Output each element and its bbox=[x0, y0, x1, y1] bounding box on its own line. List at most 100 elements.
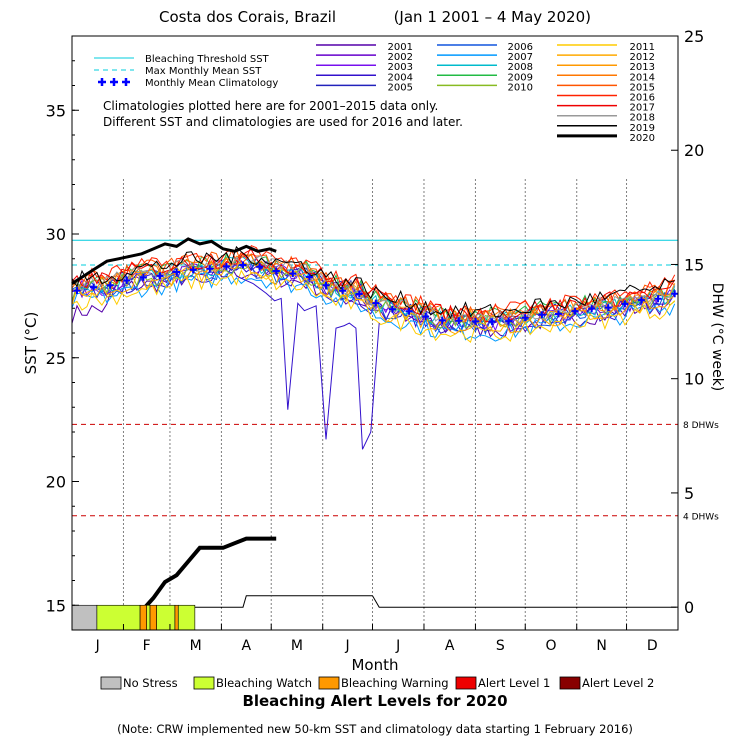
climatology-marker bbox=[388, 305, 396, 313]
climatology-marker bbox=[422, 312, 430, 320]
climatology-marker bbox=[222, 262, 230, 270]
climatology-marker bbox=[604, 304, 612, 312]
legend-year-label: 2012 bbox=[630, 52, 655, 63]
legend-year-label: 2018 bbox=[630, 113, 655, 124]
sst-line-2020 bbox=[71, 237, 277, 285]
climatology-marker bbox=[455, 317, 463, 325]
x-tick-label: A bbox=[445, 638, 455, 654]
x-tick-label: N bbox=[596, 638, 606, 654]
x-tick-label: O bbox=[545, 638, 556, 654]
y-tick-label: 20 bbox=[46, 473, 66, 492]
legend-year-label: 2005 bbox=[388, 82, 413, 93]
climatology-marker bbox=[305, 273, 313, 281]
dhw-line-2019 bbox=[72, 595, 677, 608]
climatology-marker bbox=[355, 290, 363, 298]
legend-year-label: 2004 bbox=[388, 72, 413, 83]
legend-year-label: 2017 bbox=[630, 103, 655, 114]
climatology-marker bbox=[538, 311, 546, 319]
x-tick-label: M bbox=[190, 638, 202, 654]
legend-year-label: 2011 bbox=[630, 42, 655, 53]
climatology-marker bbox=[621, 300, 629, 308]
x-tick-label: S bbox=[496, 638, 505, 654]
x-tick-label: J bbox=[395, 638, 400, 654]
dhw-line-2020 bbox=[72, 536, 277, 610]
alert-legend-label: Bleaching Warning bbox=[341, 676, 449, 690]
climatology-marker bbox=[438, 316, 446, 324]
climatology-marker bbox=[571, 307, 579, 315]
reference-legend-label: Monthly Mean Climatology bbox=[145, 78, 278, 89]
alert-legend-label: Alert Level 2 bbox=[582, 676, 654, 690]
alert-segment bbox=[139, 604, 148, 631]
climatology-marker bbox=[654, 295, 662, 303]
climatology-marker bbox=[505, 317, 513, 325]
alert-segment bbox=[96, 604, 141, 631]
legend-year-label: 2006 bbox=[508, 42, 533, 53]
legend-year-label: 2013 bbox=[630, 62, 655, 73]
climatology-marker bbox=[239, 261, 247, 269]
climatology-marker bbox=[554, 310, 562, 318]
x-tick-label: J bbox=[95, 638, 100, 654]
sst-line-2019 bbox=[71, 245, 675, 320]
alert-legend-label: Alert Level 1 bbox=[478, 676, 550, 690]
alert-legend-swatch bbox=[455, 676, 477, 690]
alert-legend-label: Bleaching Watch bbox=[216, 676, 312, 690]
alert-segment bbox=[174, 604, 179, 631]
legend-year-label: 2001 bbox=[388, 42, 413, 53]
climatology-marker bbox=[322, 281, 330, 289]
alert-legend-label: No Stress bbox=[123, 676, 178, 690]
climatology-marker bbox=[272, 267, 280, 275]
climatology-marker bbox=[123, 277, 131, 285]
climatology-marker bbox=[521, 314, 529, 322]
alert-legend-swatch bbox=[559, 676, 581, 690]
climatology-note: Climatologies plotted here are for 2001–… bbox=[103, 99, 438, 113]
climatology-marker bbox=[73, 287, 81, 295]
x-tick-label: A bbox=[242, 638, 252, 654]
climatology-note: Different SST and climatologies are used… bbox=[103, 115, 463, 129]
climatology-marker bbox=[339, 287, 347, 295]
x-tick-label: D bbox=[647, 638, 658, 654]
dhw-reference-label: 8 DHWs bbox=[683, 421, 719, 431]
climatology-marker bbox=[139, 273, 147, 281]
climatology-marker bbox=[405, 307, 413, 315]
legend-year-label: 2010 bbox=[508, 82, 533, 93]
legend-year-label: 2007 bbox=[508, 52, 533, 63]
y2-tick-label: 20 bbox=[684, 141, 704, 160]
alert-legend-title: Bleaching Alert Levels for 2020 bbox=[242, 692, 508, 710]
legend-year-label: 2016 bbox=[630, 93, 655, 104]
legend-year-label: 2015 bbox=[630, 82, 655, 93]
climatology-marker bbox=[471, 317, 479, 325]
climatology-marker bbox=[372, 299, 380, 307]
dhw-reference-label: 4 DHWs bbox=[683, 512, 719, 522]
climatology-marker bbox=[671, 290, 679, 298]
y-tick-label: 25 bbox=[46, 349, 66, 368]
chart-title: Costa dos Corais, Brazil (Jan 1 2001 – 4… bbox=[0, 8, 750, 26]
sst-line-2004-drops bbox=[236, 275, 380, 450]
legend-year-label: 2008 bbox=[508, 62, 533, 73]
chart-title-location: Costa dos Corais, Brazil bbox=[159, 8, 337, 26]
legend-year-label: 2003 bbox=[388, 62, 413, 73]
alert-segment bbox=[71, 604, 98, 631]
y-tick-label: 30 bbox=[46, 225, 66, 244]
legend-year-label: 2014 bbox=[630, 72, 655, 83]
y2-tick-label: 10 bbox=[684, 370, 704, 389]
climatology-marker bbox=[189, 266, 197, 274]
climatology-marker bbox=[90, 283, 98, 291]
climatology-marker bbox=[637, 296, 645, 304]
reference-legend-label: Max Monthly Mean SST bbox=[145, 66, 262, 77]
y-tick-label: 15 bbox=[46, 596, 66, 615]
alert-segment bbox=[146, 604, 151, 631]
y2-axis-title: DHW (°C week) bbox=[709, 283, 725, 392]
legend-year-label: 2020 bbox=[630, 133, 655, 144]
alert-segment bbox=[149, 604, 157, 631]
legend-plus-marker bbox=[98, 78, 106, 86]
climatology-marker bbox=[289, 270, 297, 278]
climatology-marker bbox=[488, 318, 496, 326]
legend-plus-marker bbox=[110, 78, 118, 86]
sst-line-2001 bbox=[71, 265, 676, 338]
reference-legend-label: Bleaching Threshold SST bbox=[145, 54, 270, 65]
climatology-marker bbox=[206, 265, 214, 273]
y-axis-title: SST (°C) bbox=[22, 312, 40, 375]
climatology-marker bbox=[156, 272, 164, 280]
alert-legend-swatch bbox=[193, 676, 215, 690]
x-tick-label: J bbox=[345, 638, 350, 654]
